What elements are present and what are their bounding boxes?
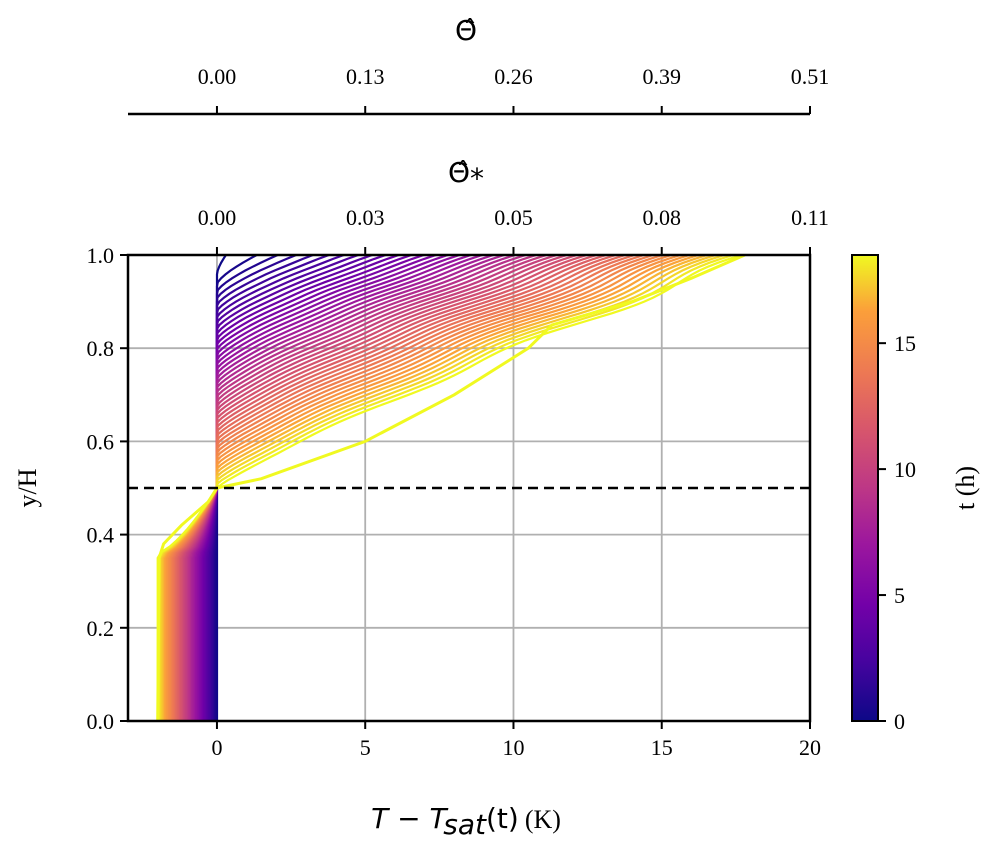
plot-frame [126, 253, 812, 723]
x-tick-label: 0 [211, 735, 222, 760]
colorbar-label: t (h) [951, 466, 980, 510]
colorbar: 0 5 10 15 t (h) [851, 254, 980, 734]
theta-star-tick-label: 0.05 [494, 205, 533, 230]
y-tick-label: 0.0 [87, 709, 115, 734]
theta-star-tick-label: 0.03 [346, 205, 385, 230]
secondary-axis-theta: 0.00 0.13 0.26 0.39 0.51 Θ̂ [128, 14, 830, 116]
y-tick-label: 0.4 [87, 523, 115, 548]
colorbar-tick-label: 15 [894, 331, 916, 356]
colorbar-tick-label: 5 [894, 583, 905, 608]
theta-tick-label: 0.13 [346, 64, 385, 89]
secondary-axis-theta-star-label: Θ̂* [448, 156, 484, 195]
colorbar-tick-label: 0 [894, 709, 905, 734]
y-tick-label: 0.6 [87, 429, 115, 454]
theta-star-tick-label: 0.00 [198, 205, 237, 230]
y-axis-label: y/H [13, 468, 42, 507]
theta-tick-label: 0.00 [198, 64, 237, 89]
secondary-axis-theta-label: Θ̂ [455, 14, 477, 47]
theta-tick-label: 0.51 [791, 64, 830, 89]
theta-tick-label: 0.39 [642, 64, 681, 89]
profile-line [168, 255, 663, 721]
x-axis-label: T − Tsat(t) (K) [371, 802, 561, 841]
colorbar-gradient [851, 254, 879, 722]
x-tick-label: 5 [360, 735, 371, 760]
x-tick-label: 10 [502, 735, 524, 760]
profile-curves [156, 255, 746, 721]
profile-line [161, 255, 708, 721]
secondary-axis-theta-star: 0.00 0.03 0.05 0.08 0.11 Θ̂* [198, 156, 829, 255]
profile-line [160, 255, 717, 721]
profile-line [163, 255, 699, 721]
y-tick-label: 0.2 [87, 616, 115, 641]
profile-line [166, 255, 681, 721]
theta-tick-label: 0.26 [494, 64, 533, 89]
theta-star-tick-label: 0.11 [791, 205, 829, 230]
x-tick-label: 15 [651, 735, 673, 760]
final-profile-line [156, 255, 746, 721]
y-axis-ticks: 0.0 0.2 0.4 0.6 0.8 1.0 [87, 243, 128, 734]
x-label-units: (K) [525, 805, 561, 834]
profile-line [164, 255, 690, 721]
x-tick-label: 20 [799, 735, 821, 760]
y-tick-label: 0.8 [87, 336, 115, 361]
theta-star-tick-label: 0.08 [642, 205, 681, 230]
profile-line [170, 255, 654, 721]
x-label-sub: sat [443, 808, 487, 841]
x-axis-ticks: 0 5 10 15 20 [211, 721, 821, 760]
x-label-math-tail: (t) [486, 802, 519, 835]
y-tick-label: 1.0 [87, 243, 115, 268]
colorbar-tick-label: 10 [894, 457, 916, 482]
profile-line [167, 255, 672, 721]
x-label-math: T − T [371, 802, 448, 835]
